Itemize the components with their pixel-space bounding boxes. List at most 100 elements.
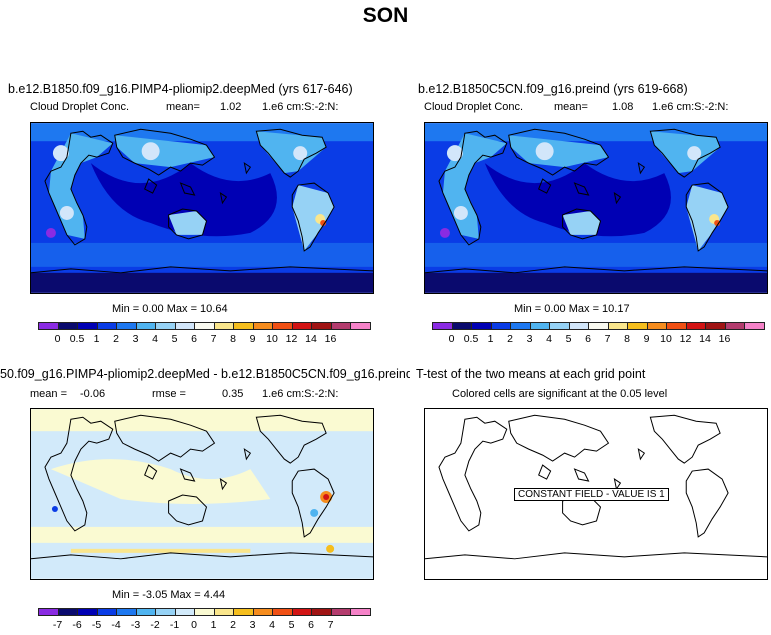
panel-1-colorbar-swatch-14 bbox=[311, 322, 332, 330]
panel-2-colorbar bbox=[432, 322, 765, 330]
panel-1-units: 1.e6 cm:S:-2:N: bbox=[262, 101, 339, 113]
panel-1-colorbar-tick-label: 14 bbox=[305, 333, 317, 345]
panel-2-colorbar-tick-label: 12 bbox=[679, 333, 692, 345]
panel-2-mean-label: mean= bbox=[554, 101, 588, 113]
panel-3-colorbar-tick-label: 6 bbox=[308, 619, 314, 631]
panel-3-colorbar-swatch-5 bbox=[135, 608, 156, 616]
panel-1-colorbar-swatch-2 bbox=[77, 322, 98, 330]
panel-2-colorbar-swatch-16 bbox=[744, 322, 765, 330]
panel-1-colorbar-swatch-16 bbox=[350, 322, 371, 330]
panel-3-colorbar-tick-label: -7 bbox=[52, 619, 63, 631]
panel-3-colorbar-tick-label: 2 bbox=[230, 619, 236, 631]
panel-1-mean-value: 1.02 bbox=[220, 101, 242, 113]
panel-3-map bbox=[30, 408, 374, 580]
panel-1-mean-label: mean= bbox=[166, 101, 200, 113]
panel-1-colorbar-tick-label: 3 bbox=[132, 333, 139, 345]
panel-2-colorbar-tick-label: 8 bbox=[624, 333, 630, 345]
panel-3-colorbar-tick-label: 4 bbox=[269, 619, 275, 631]
panel-2-mean-value: 1.08 bbox=[612, 101, 634, 113]
panel-3-title: 50.f09_g16.PIMP4-pliomip2.deepMed - b.e1… bbox=[0, 367, 410, 381]
panel-1-colorbar-tick-label: 9 bbox=[249, 333, 256, 345]
panel-1-colorbar-swatch-12 bbox=[272, 322, 293, 330]
panel-3-colorbar-tick-label: -6 bbox=[72, 619, 82, 631]
panel-2-minmax: Min = 0.00 Max = 10.17 bbox=[514, 303, 630, 315]
panel-3-colorbar-tick-label: 1 bbox=[210, 619, 217, 631]
panel-4-constant-field-note: CONSTANT FIELD - VALUE IS 1 bbox=[514, 488, 669, 501]
panel-3-colorbar-swatch-12 bbox=[272, 608, 293, 616]
panel-1-colorbar-swatch-6 bbox=[155, 322, 176, 330]
panel-1-colorbar-swatch-7 bbox=[174, 322, 195, 330]
panel-1-colorbar-tick-label: 1 bbox=[93, 333, 100, 345]
panel-2-variable: Cloud Droplet Conc. bbox=[424, 101, 524, 113]
panel-1-colorbar-tick-label: 10 bbox=[266, 333, 278, 345]
panel-3-colorbar-swatch-2 bbox=[77, 608, 98, 616]
panel-4-title: T-test of the two means at each grid poi… bbox=[416, 367, 646, 381]
panel-2-units: 1.e6 cm:S:-2:N: bbox=[652, 101, 729, 113]
panel-3-mean-label: mean = bbox=[30, 388, 67, 400]
panel-1-colorbar-tick-label: 0 bbox=[54, 333, 61, 345]
panel-2-colorbar-swatch-1 bbox=[451, 322, 472, 330]
panel-3-colorbar-tick-label: -3 bbox=[130, 619, 141, 631]
panel-3-colorbar-swatch-10 bbox=[233, 608, 254, 616]
panel-3-colorbar-swatch-15 bbox=[330, 608, 351, 616]
panel-1-colorbar-swatch-0 bbox=[38, 322, 59, 330]
panel-1-colorbar-swatch-10 bbox=[233, 322, 254, 330]
panel-2-colorbar-swatch-14 bbox=[705, 322, 726, 330]
panel-3-colorbar-tick-label: 0 bbox=[191, 619, 197, 631]
panel-3-colorbar-swatch-14 bbox=[311, 608, 332, 616]
panel-3-colorbar bbox=[38, 608, 371, 616]
panel-1-colorbar-tick-label: 5 bbox=[171, 333, 178, 345]
panel-2-colorbar-swatch-11 bbox=[646, 322, 667, 330]
panel-1-variable: Cloud Droplet Conc. bbox=[30, 101, 130, 113]
panel-2-colorbar-tick-label: 7 bbox=[604, 333, 611, 345]
panel-3-colorbar-swatch-16 bbox=[350, 608, 371, 616]
panel-1-colorbar-tick-label: 12 bbox=[285, 333, 298, 345]
panel-1-colorbar-swatch-1 bbox=[57, 322, 78, 330]
panel-2-map bbox=[424, 122, 768, 294]
panel-3-colorbar-swatch-11 bbox=[252, 608, 273, 616]
panel-3-colorbar-swatch-3 bbox=[96, 608, 117, 616]
panel-2-colorbar-tick-label: 5 bbox=[565, 333, 572, 345]
panel-1-colorbar-tick-label: 8 bbox=[230, 333, 236, 345]
panel-2-colorbar-swatch-3 bbox=[490, 322, 511, 330]
panel-3-colorbar-tick-label: -1 bbox=[169, 619, 180, 631]
panel-3-colorbar-swatch-9 bbox=[213, 608, 234, 616]
panel-1-colorbar-swatch-9 bbox=[213, 322, 234, 330]
panel-1-colorbar-swatch-15 bbox=[330, 322, 351, 330]
panel-3-mean-value: -0.06 bbox=[80, 388, 106, 400]
panel-3-colorbar-swatch-1 bbox=[57, 608, 78, 616]
panel-2-colorbar-swatch-0 bbox=[432, 322, 453, 330]
panel-3-rmse-value: 0.35 bbox=[222, 388, 244, 400]
panel-3-colorbar-tick-label: 3 bbox=[249, 619, 256, 631]
panel-2-colorbar-tick-label: 6 bbox=[585, 333, 591, 345]
panel-1-minmax: Min = 0.00 Max = 10.64 bbox=[112, 303, 228, 315]
panel-2-colorbar-swatch-6 bbox=[549, 322, 570, 330]
panel-3-colorbar-swatch-13 bbox=[291, 608, 312, 616]
panel-2-title: b.e12.B1850C5CN.f09_g16.preind (yrs 619-… bbox=[418, 82, 688, 96]
panel-2-colorbar-swatch-10 bbox=[627, 322, 648, 330]
panel-3-units: 1.e6 cm:S:-2:N: bbox=[262, 388, 339, 400]
panel-3-colorbar-tick-label: 5 bbox=[288, 619, 295, 631]
panel-3-colorbar-swatch-6 bbox=[155, 608, 176, 616]
panel-3-colorbar-ticks: -7 -6 -5 -4 -3 -2 -1 0 1 2 3 4 5 6 7 bbox=[38, 619, 368, 633]
panel-2-colorbar-tick-label: 4 bbox=[546, 333, 552, 345]
panel-2-colorbar-tick-label: 16 bbox=[718, 333, 731, 345]
panel-2-colorbar-ticks: 0 0.5 1 2 3 4 5 6 7 8 9 10 12 14 16 bbox=[432, 333, 762, 347]
panel-2-colorbar-swatch-8 bbox=[588, 322, 609, 330]
panel-1-colorbar-swatch-11 bbox=[252, 322, 273, 330]
panel-2-colorbar-tick-label: 10 bbox=[660, 333, 672, 345]
panel-1-colorbar-tick-label: 0.5 bbox=[69, 333, 85, 345]
panel-2-colorbar-tick-label: 14 bbox=[699, 333, 711, 345]
panel-1-colorbar-tick-label: 7 bbox=[210, 333, 217, 345]
panel-2-colorbar-swatch-9 bbox=[607, 322, 628, 330]
panel-1-colorbar-swatch-3 bbox=[96, 322, 117, 330]
panel-1-colorbar-swatch-13 bbox=[291, 322, 312, 330]
panel-3-colorbar-tick-label: -2 bbox=[150, 619, 160, 631]
panel-1-colorbar-tick-label: 6 bbox=[191, 333, 197, 345]
panel-2-colorbar-swatch-2 bbox=[471, 322, 492, 330]
panel-3-colorbar-tick-label: -4 bbox=[111, 619, 121, 631]
panel-2-colorbar-swatch-5 bbox=[529, 322, 550, 330]
panel-1-colorbar-tick-label: 16 bbox=[324, 333, 337, 345]
panel-2-colorbar-swatch-13 bbox=[685, 322, 706, 330]
panel-2-colorbar-tick-label: 3 bbox=[526, 333, 533, 345]
